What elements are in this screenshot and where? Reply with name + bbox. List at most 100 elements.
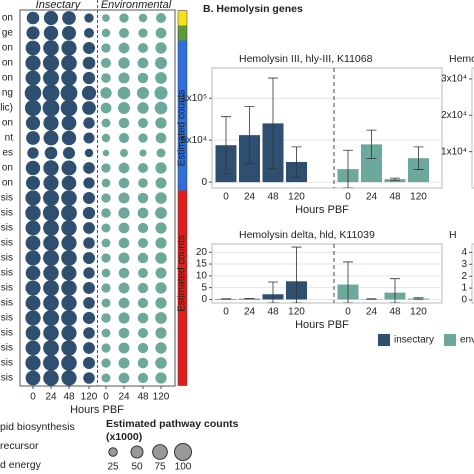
bubble — [25, 40, 41, 56]
row-color — [178, 250, 187, 266]
bubble — [118, 357, 130, 369]
row-label: on — [2, 43, 13, 54]
y-tick-label: 5x10⁴ — [181, 135, 207, 146]
bubble — [60, 99, 78, 117]
bubble — [137, 357, 149, 369]
bubble — [61, 340, 77, 356]
y-tick-label: 10 — [196, 271, 208, 282]
bubble — [118, 342, 130, 354]
bubble — [101, 343, 111, 353]
bubble — [154, 86, 168, 100]
bubble — [43, 280, 59, 296]
bubble — [83, 132, 95, 144]
bubble — [155, 357, 167, 369]
x-tick-label: 24 — [118, 392, 130, 403]
y-tick-label: 0 — [461, 295, 467, 306]
bubble — [137, 162, 149, 174]
y-tick-label: 4 — [461, 247, 467, 258]
bubble — [25, 190, 41, 206]
bubble — [137, 72, 149, 84]
bubble — [82, 356, 96, 370]
row-color — [178, 115, 187, 131]
row-color — [178, 175, 187, 191]
bubble — [138, 118, 148, 128]
x-tick-label: 48 — [63, 392, 75, 403]
bubble — [155, 177, 167, 189]
row-color — [178, 55, 187, 71]
error-bar — [291, 146, 302, 178]
bubble — [83, 297, 95, 309]
x-tick-label: 120 — [153, 392, 170, 403]
bubble — [101, 73, 111, 83]
bubble — [118, 42, 130, 54]
bubble — [43, 160, 59, 176]
bars — [215, 246, 429, 303]
bubble — [138, 133, 148, 143]
panel-title: H — [449, 229, 457, 241]
bubble — [43, 25, 59, 41]
bubble — [100, 57, 112, 69]
row-color — [178, 25, 187, 41]
bubble — [43, 340, 59, 356]
row-color — [178, 85, 187, 101]
bubble — [155, 267, 167, 279]
bubble — [61, 190, 77, 206]
bubble — [83, 342, 95, 354]
bubble — [137, 327, 149, 339]
row-color-border — [177, 10, 188, 386]
legend-label: enviro — [460, 335, 474, 346]
bubble — [155, 12, 167, 24]
bubble — [83, 327, 95, 339]
bubble — [42, 54, 60, 72]
bubble — [155, 312, 167, 324]
row-label: es — [2, 148, 13, 159]
row-color — [178, 325, 187, 341]
x-tick-label: 0 — [103, 392, 109, 403]
size-legend-label: 75 — [154, 462, 166, 473]
bubble — [26, 11, 40, 25]
bubble — [154, 101, 168, 115]
x-tick-label: 120 — [288, 307, 305, 318]
row-label: ng — [2, 88, 13, 99]
bubble — [101, 178, 111, 188]
bubble — [101, 373, 111, 383]
bubble — [118, 222, 130, 234]
row-label: lic) — [0, 103, 13, 114]
row-color — [178, 10, 187, 26]
bubble — [42, 204, 60, 222]
error-bar — [268, 281, 278, 303]
row-label: sis — [1, 358, 13, 369]
y-tick-label: 2x10⁴ — [441, 110, 467, 121]
size-legend-label: 50 — [131, 462, 143, 473]
error-bar — [390, 177, 400, 181]
row-label: on — [2, 13, 13, 24]
row-label: sis — [1, 373, 13, 384]
bubble — [61, 25, 77, 41]
bubble — [117, 86, 131, 100]
bubble — [155, 42, 167, 54]
panel-bg — [211, 243, 443, 304]
bubble — [101, 133, 111, 143]
bubble — [44, 146, 58, 160]
panel-bg — [471, 67, 474, 189]
bubble — [155, 27, 167, 39]
x-tick-label: 0 — [223, 307, 229, 318]
y-tick-label: 5 — [201, 282, 207, 293]
bar — [361, 144, 382, 183]
bubble — [61, 70, 77, 86]
bubble — [118, 177, 130, 189]
x-tick-label: 0 — [30, 392, 36, 403]
error-bar — [390, 278, 400, 303]
row-label: sis — [1, 298, 13, 309]
row-label: on — [2, 73, 13, 84]
x-tick-label: 0 — [345, 307, 351, 318]
bubble — [101, 328, 111, 338]
bubble — [101, 238, 111, 248]
row-color — [178, 280, 187, 296]
bubble — [118, 282, 130, 294]
row-color — [178, 340, 187, 356]
bubble — [137, 282, 149, 294]
bubble — [137, 312, 149, 324]
bubble — [155, 252, 167, 264]
